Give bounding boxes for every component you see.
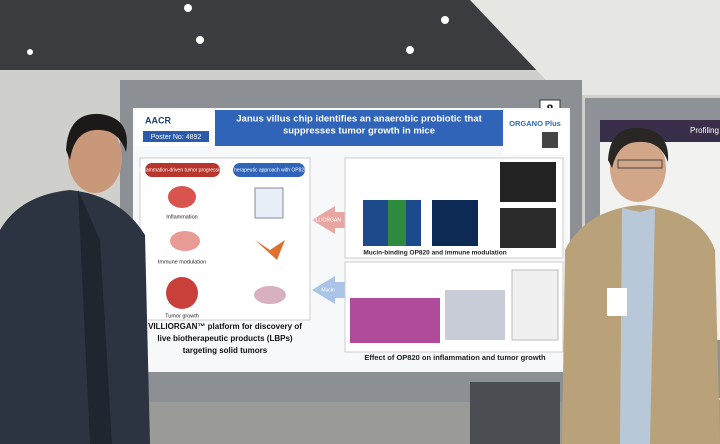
histology-image [445,290,505,340]
light [406,46,414,54]
microscopy-image [432,200,478,246]
caption: VILLIORGAN™ platform for discovery of [148,322,302,331]
arrow [312,206,345,234]
chair [470,382,560,444]
light [184,4,192,12]
title: suppresses tumor growth in mice [283,126,435,137]
person-right-shirt [620,208,655,444]
section-caption: Mucin-binding OP820 and immune modulatio… [363,250,506,257]
microscopy-image [388,200,406,246]
caption: live biotherapeutic products (LBPs) [157,334,292,343]
heading-pill [233,163,305,177]
panel-heading: Inflammation-driven tumor progression [139,167,225,173]
panel-heading: Therapeutic approach with OP820 [231,167,307,173]
poster-no-box [143,131,209,142]
step-label: Immune modulation [158,259,206,265]
person-left-hair [66,113,127,160]
qr-code [542,132,558,148]
organ-illustration [170,231,200,251]
chart-thumbnail [511,269,559,341]
person-left-shirt [78,190,112,444]
step-label: Inflammation [166,214,198,220]
title-bar [215,110,503,146]
organ-illustration [254,286,286,304]
ceiling-panel [470,0,720,95]
title: Janus villus chip identifies an anaerobi… [236,114,482,125]
neighbor-title: Profiling the [690,126,720,135]
caption: targeting solid tumors [183,346,268,355]
person-right-hair [608,127,669,168]
arrow [312,276,345,304]
glasses [617,159,663,169]
step-label: Tumor growth [165,313,199,319]
name-badge [607,288,627,316]
light [441,16,449,24]
logo: AACR [145,115,171,125]
person-left-face [68,123,122,193]
arrow-label: Mucin [321,287,335,293]
light [27,49,33,55]
person-left-jacket [0,190,150,444]
poster-no: Poster No: 4892 [151,134,202,141]
microscopy-image [500,162,556,202]
organ-illustration [166,277,198,309]
chip-illustration [254,187,284,219]
heading-pill [145,163,220,177]
bacteria-illustration [255,240,285,260]
organ-illustration [168,186,196,208]
light [196,36,204,44]
brand-box [503,110,568,155]
brand: ORGANO Plus [509,119,561,128]
arrow-label: VILLIORGAN [311,217,341,223]
microscopy-image [500,208,556,248]
section-caption: Effect of OP820 on inflammation and tumo… [364,353,546,362]
histology-image [350,298,440,343]
